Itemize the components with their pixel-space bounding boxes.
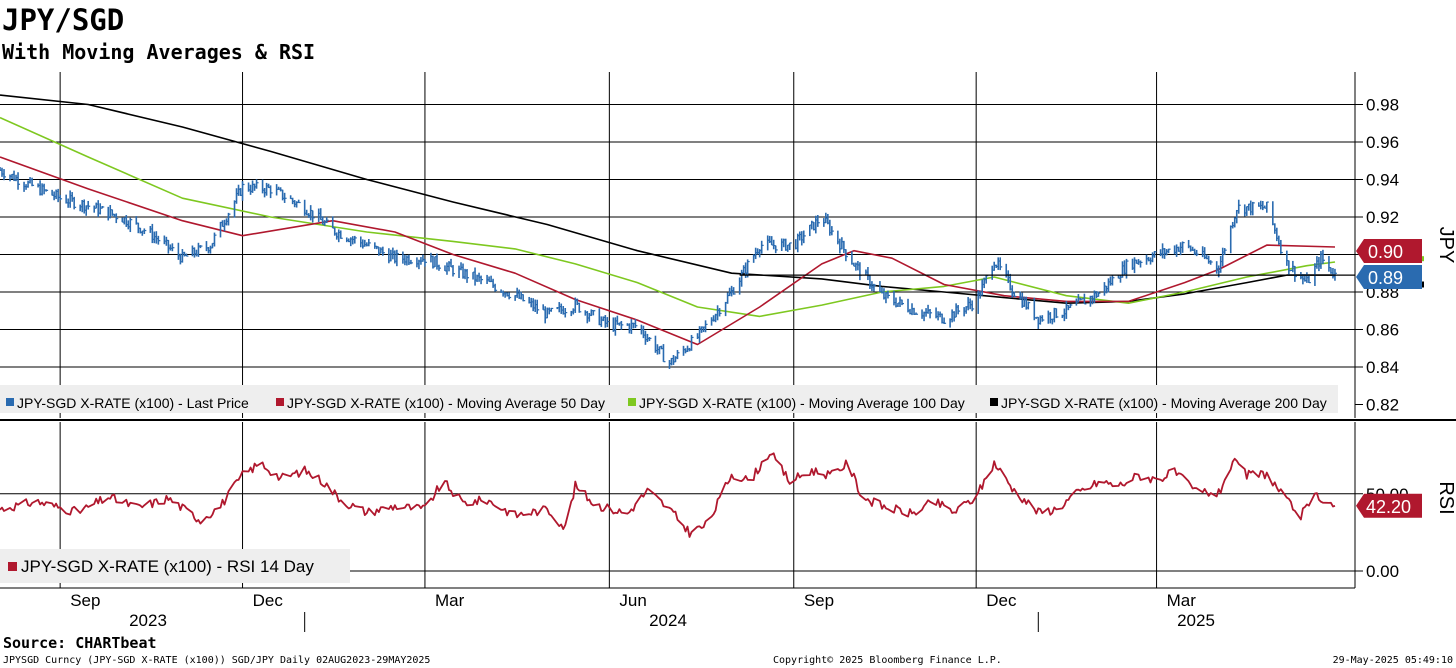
- x-year-label: 2024: [649, 611, 687, 630]
- x-tick-label: Mar: [435, 591, 465, 610]
- legend-label-price: JPY-SGD X-RATE (x100) - Last Price: [17, 395, 249, 411]
- chart-title: JPY/SGD: [2, 3, 124, 37]
- x-tick-label: Jun: [619, 591, 646, 610]
- price-tick-label: 0.84: [1366, 358, 1399, 377]
- x-tick-label: Sep: [70, 591, 100, 610]
- price-tick-label: 0.98: [1366, 96, 1399, 115]
- source-label: Source: CHARTbeat: [3, 634, 157, 652]
- price-panel: 0.820.840.860.880.900.920.940.960.980.90…: [0, 72, 1456, 418]
- price-badge-shape: [1356, 265, 1422, 289]
- chart-subtitle: With Moving Averages & RSI: [2, 40, 315, 64]
- rsi-legend-label: JPY-SGD X-RATE (x100) - RSI 14 Day: [21, 557, 314, 576]
- rsi-tick-label: 0.00: [1366, 562, 1399, 581]
- price-badge: 0.89: [1368, 268, 1403, 288]
- legend-label-ma50: JPY-SGD X-RATE (x100) - Moving Average 5…: [287, 395, 605, 411]
- legend-label-ma100: JPY-SGD X-RATE (x100) - Moving Average 1…: [639, 395, 965, 411]
- legend-label-ma200: JPY-SGD X-RATE (x100) - Moving Average 2…: [1001, 395, 1327, 411]
- ma50-line: [0, 156, 1336, 346]
- legend-swatch-ma50: [276, 398, 284, 406]
- rsi-badge-shape: [1356, 493, 1422, 518]
- x-tick-label: Mar: [1167, 591, 1197, 610]
- x-tick-label: Sep: [804, 591, 834, 610]
- ma100-line: [0, 116, 1336, 318]
- x-year-label: 2023: [129, 611, 167, 630]
- ma50-badge-shape: [1356, 239, 1422, 263]
- rsi-legend-bg: [0, 549, 350, 583]
- ma200-line: [0, 94, 1335, 305]
- rsi-line: [0, 452, 1336, 538]
- price-axis-side-label: JPY: [1435, 227, 1456, 264]
- rsi-legend-swatch: [8, 562, 17, 571]
- price-bars: [0, 166, 1337, 369]
- price-tick-label: 0.94: [1366, 171, 1399, 190]
- price-tick-label: 0.92: [1366, 208, 1399, 227]
- x-tick-label: Dec: [253, 591, 284, 610]
- footer-right: 29-May-2025 05:49:10: [1333, 655, 1453, 666]
- x-tick-label: Dec: [986, 591, 1017, 610]
- x-year-label: 2025: [1177, 611, 1215, 630]
- legend-swatch-price: [6, 398, 14, 406]
- price-legend-bg: [0, 385, 1338, 413]
- price-tick-label: 0.86: [1366, 321, 1399, 340]
- footer-left: JPYSGD Curncy (JPY-SGD X-RATE (x100)) SG…: [3, 655, 430, 666]
- rsi-badge: 42.20: [1366, 497, 1411, 517]
- ma50-badge: 0.90: [1368, 242, 1403, 262]
- legend-swatch-ma100: [628, 398, 636, 406]
- x-axis: Sep Dec Mar Jun Sep Dec Mar 2023 2024 2025: [0, 587, 1355, 632]
- rsi-axis-side-label: RSI: [1435, 481, 1456, 514]
- footer-center: Copyright© 2025 Bloomberg Finance L.P.: [773, 655, 1002, 666]
- price-tick-label: 0.96: [1366, 133, 1399, 152]
- legend-swatch-ma200: [990, 398, 998, 406]
- price-tick-label: 0.82: [1366, 396, 1399, 415]
